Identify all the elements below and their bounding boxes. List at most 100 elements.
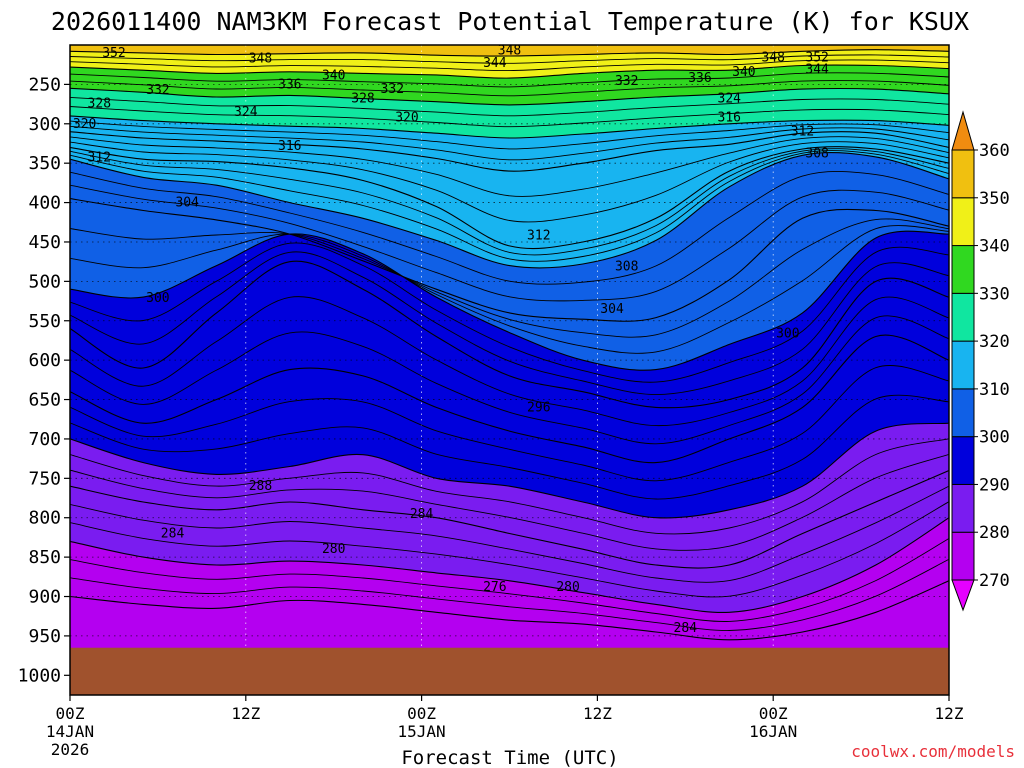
colorbar-label-280: 280: [979, 523, 1010, 543]
y-tick-label-450: 450: [28, 232, 61, 253]
isotherm-330: [70, 87, 949, 106]
x-tick-time-24: 00Z: [407, 704, 436, 723]
colorbar-bin-300: [951, 388, 975, 438]
x-tick-time-60: 12Z: [935, 704, 964, 723]
y-tick-label-500: 500: [28, 271, 61, 292]
y-tick-label-900: 900: [28, 587, 61, 608]
contour-label-27: 308: [615, 259, 638, 274]
contour-label-31: 296: [527, 400, 550, 415]
credit-link[interactable]: coolwx.com/models: [851, 742, 1015, 761]
isotherm-fine-308-0: [70, 171, 949, 285]
isotherm-fine-308-1: [70, 184, 949, 302]
isotherm-288: [70, 422, 949, 519]
isotherm-fine-320-0: [70, 120, 949, 150]
isotherm-296: [70, 260, 949, 409]
x-tick-date-0: 14JAN: [46, 722, 94, 741]
isotherm-304: [70, 198, 949, 322]
contour-label-7: 340: [322, 69, 345, 84]
colorbar-label-270: 270: [979, 571, 1010, 591]
isotherm-fine-330-0: [70, 96, 949, 117]
x-axis-label: Forecast Time (UTC): [401, 747, 618, 768]
contour-label-5: 352: [805, 51, 828, 66]
colorbar-label-340: 340: [979, 237, 1010, 257]
isotherm-fine-300-0: [70, 242, 949, 383]
contour-label-1: 348: [249, 51, 272, 66]
isotherm-fine-304-0: [70, 218, 949, 338]
contour-label-34: 284: [410, 507, 434, 522]
contour-label-35: 280: [322, 542, 345, 557]
contour-label-25: 312: [527, 229, 550, 244]
isotherm-fine-350-1: [70, 59, 949, 72]
contour-label-13: 332: [381, 82, 404, 97]
contour-label-8: 340: [732, 65, 755, 80]
colorbar-cap-top: [951, 110, 975, 151]
chart-title: 2026011400 NAM3KM Forecast Potential Tem…: [51, 7, 969, 36]
contour-label-38: 284: [674, 621, 698, 636]
colorbar-bin-280: [951, 483, 975, 533]
colorbar-bin-290: [951, 436, 975, 485]
isotherm-fine-288-1: [70, 453, 949, 551]
contour-label-6: 344: [805, 62, 829, 77]
colorbar-bin-340: [951, 197, 975, 247]
contour-label-36: 276: [483, 580, 506, 595]
isotherm-fine-304-1: [70, 225, 949, 354]
contour-label-20: 316: [278, 139, 301, 154]
isotherm-fine-292-1: [70, 394, 949, 500]
y-tick-label-700: 700: [28, 429, 61, 450]
y-tick-label-950: 950: [28, 626, 61, 647]
y-tick-label-650: 650: [28, 390, 61, 411]
contour-label-26: 304: [175, 196, 199, 211]
isotherm-280: [70, 517, 949, 614]
x-tick-year-0: 2026: [51, 740, 90, 759]
contour-label-19: 320: [395, 110, 418, 125]
isotherm-fine-340-1: [70, 80, 949, 97]
colorbar-label-290: 290: [979, 475, 1010, 495]
colorbar: 270 280 290 300 310 320 330 340 350 360: [951, 110, 1010, 612]
contour-label-37: 280: [556, 580, 579, 595]
isotherm-300: [70, 230, 949, 371]
x-tick-time-12: 12Z: [231, 704, 260, 723]
colorbar-cap-bottom: [951, 579, 975, 612]
contour-label-14: 328: [88, 96, 111, 111]
isotherm-284: [70, 469, 949, 569]
contour-label-21: 316: [718, 110, 741, 125]
contour-label-3: 344: [483, 56, 507, 71]
isotherm-fine-288-0: [70, 438, 949, 535]
colorbar-bin-350: [951, 149, 975, 199]
colorbar-label-300: 300: [979, 428, 1010, 448]
isotherm-fine-312-1: [70, 150, 949, 262]
isotherm-fine-320-1: [70, 125, 949, 161]
x-tick-date-48: 16JAN: [749, 722, 797, 741]
y-tick-label-400: 400: [28, 193, 61, 214]
y-tick-label-600: 600: [28, 350, 61, 371]
isotherm-350: [70, 49, 949, 57]
x-tick-time-36: 12Z: [583, 704, 612, 723]
colorbar-bin-310: [951, 340, 975, 390]
isotherm-fine-296-1: [70, 315, 949, 445]
contour-label-33: 284: [161, 526, 185, 541]
contour-label-24: 308: [805, 147, 828, 162]
colorbar-label-310: 310: [979, 380, 1010, 400]
isotherm-fine-330-1: [70, 106, 949, 128]
contour-label-22: 312: [88, 151, 111, 166]
colorbar-bin-320: [951, 292, 975, 342]
isotherm-fine-284-0: [70, 485, 949, 583]
contour-label-18: 320: [73, 117, 96, 132]
y-tick-label-850: 850: [28, 547, 61, 568]
isotherm-fine-280-0: [70, 538, 949, 622]
contour-label-28: 304: [600, 302, 624, 317]
y-tick-label-550: 550: [28, 311, 61, 332]
isotherm-contours: [70, 49, 949, 641]
y-tick-label-350: 350: [28, 153, 61, 174]
colorbar-bin-270: [951, 531, 975, 581]
contour-label-12: 332: [146, 83, 169, 98]
x-tick-date-24: 15JAN: [398, 722, 446, 741]
colorbar-bin-330: [951, 245, 975, 294]
contour-label-15: 328: [351, 92, 374, 107]
y-tick-label-1000: 1000: [18, 665, 61, 686]
isotherm-fine-296-0: [70, 296, 949, 427]
isotherm-292: [70, 334, 949, 464]
